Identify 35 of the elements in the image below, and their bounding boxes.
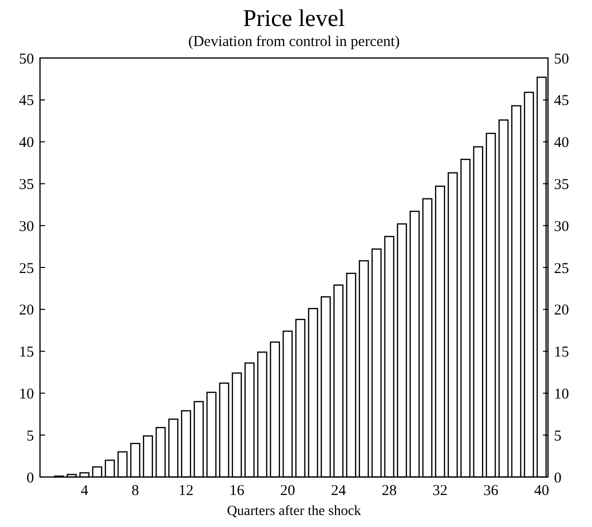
y-tick-label: 25 — [19, 260, 34, 277]
y2-tick-label: 40 — [554, 135, 569, 152]
y2-tick-label: 15 — [554, 344, 569, 361]
y-tick-label: 35 — [19, 176, 34, 193]
y2-tick-label: 20 — [554, 302, 569, 319]
y-tick-label: 10 — [19, 386, 34, 402]
y2-tick-label: 10 — [554, 386, 569, 402]
y2-tick-label: 45 — [554, 93, 569, 110]
chart-subtitle: (Deviation from control in percent) — [188, 34, 400, 50]
chart-title: Price level — [243, 6, 346, 32]
y2-tick-label: 50 — [554, 51, 569, 68]
x-axis-title: Quarters after the shock — [226, 504, 362, 519]
y-tick-label: 0 — [26, 470, 34, 486]
x-tick-label: 36 — [483, 483, 499, 499]
x-tick-label: 40 — [534, 483, 550, 499]
y-tick-label: 40 — [19, 135, 34, 152]
y2-tick-label: 30 — [554, 218, 569, 235]
x-tick-label: 12 — [178, 483, 194, 499]
y-tick-label: 15 — [19, 344, 34, 361]
x-tick-label: 24 — [330, 483, 346, 499]
y2-tick-label: 35 — [554, 176, 569, 193]
y-tick-label: 20 — [19, 302, 34, 319]
x-tick-label: 20 — [280, 483, 296, 499]
y-tick-label: 45 — [19, 93, 34, 110]
x-tick-label: 32 — [432, 483, 448, 499]
x-tick-label: 16 — [229, 483, 245, 499]
y2-tick-label: 0 — [554, 470, 562, 486]
y-tick-label: 50 — [19, 51, 34, 68]
y2-tick-label: 5 — [554, 428, 562, 444]
y-tick-label: 5 — [26, 428, 34, 444]
x-tick-label: 8 — [132, 483, 139, 499]
x-tick-label: 28 — [382, 483, 397, 499]
x-tick-label: 4 — [80, 483, 89, 499]
y-tick-label: 30 — [19, 218, 34, 235]
y2-tick-label: 25 — [554, 260, 569, 277]
